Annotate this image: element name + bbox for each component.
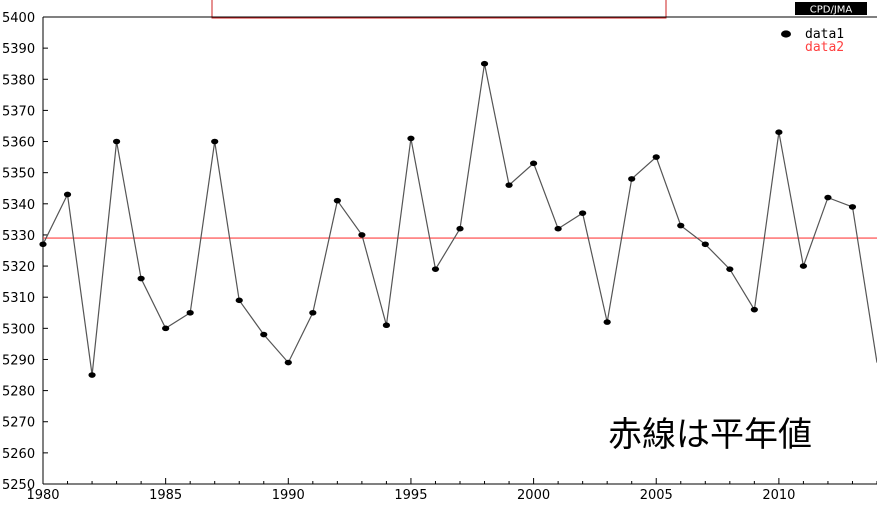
credit-badge — [795, 2, 867, 15]
data-point — [628, 176, 636, 182]
data-point — [554, 225, 562, 232]
data-point — [456, 225, 464, 232]
data-point — [284, 359, 292, 366]
data-point — [824, 194, 832, 201]
data-point — [333, 197, 341, 204]
data-point — [186, 309, 194, 316]
data-point — [603, 319, 611, 325]
data-point — [529, 160, 538, 167]
legend: data1 data2 — [781, 27, 844, 55]
data-point — [112, 138, 121, 145]
y-tick-label: 5350 — [2, 167, 35, 182]
data-point — [799, 263, 808, 269]
y-tick-label: 5260 — [2, 447, 35, 462]
data-point — [407, 135, 415, 142]
data-point — [382, 322, 391, 329]
x-tick-label: 1995 — [394, 488, 427, 503]
credit-label: CPD/JMA — [810, 5, 853, 16]
x-tick-label: 1990 — [272, 488, 305, 503]
data-point — [39, 241, 47, 248]
axis-layer: 5250 5260 5270 5280 5290 5300 5310 5320 5330 5340… — [2, 11, 877, 503]
y-tick-label: 5400 — [2, 11, 35, 26]
y-tick-label: 5290 — [2, 353, 35, 368]
x-tick-label: 1980 — [26, 488, 59, 503]
y-tick-label: 5250 — [2, 478, 35, 493]
y-tick-label: 5280 — [2, 385, 35, 400]
data-point — [848, 204, 857, 210]
data-point — [211, 138, 219, 145]
data-point — [63, 191, 72, 198]
legend-label-data1: data1 — [805, 27, 844, 42]
y-tick-label: 5360 — [2, 136, 35, 151]
data-point — [431, 266, 440, 272]
data-point — [701, 241, 709, 248]
y-tick-label: 5270 — [2, 416, 35, 431]
legend-marker-data1 — [781, 30, 791, 38]
data-point — [750, 306, 758, 313]
data-point — [358, 232, 366, 238]
x-tick-label: 2005 — [640, 488, 673, 503]
data-point — [505, 182, 513, 188]
series-point-layer — [39, 60, 857, 378]
y-tick-label: 5390 — [2, 42, 35, 57]
x-tick-label: 2010 — [762, 488, 795, 503]
data-point — [88, 372, 96, 378]
data-point — [677, 222, 685, 229]
data-point — [652, 154, 660, 160]
data-point — [480, 60, 489, 67]
y-tick-label: 5320 — [2, 260, 35, 275]
data-point — [726, 266, 734, 272]
normal-value-note: 赤線は平年値 — [608, 415, 812, 455]
x-tick-label: 1985 — [149, 488, 182, 503]
y-tick-label: 5300 — [2, 322, 35, 337]
y-tick-label: 5330 — [2, 229, 35, 244]
data-point — [579, 210, 587, 216]
data-point — [235, 297, 243, 304]
y-tick-label: 5370 — [2, 104, 35, 119]
legend-label-data2: data2 — [805, 40, 844, 55]
x-tick-label: 2000 — [517, 488, 550, 503]
y-tick-label: 5340 — [2, 198, 35, 213]
data-point — [775, 129, 783, 135]
data-point — [309, 309, 317, 316]
data-point — [162, 325, 170, 332]
data-point — [137, 275, 145, 282]
data-point — [260, 331, 268, 338]
y-tick-label: 5310 — [2, 291, 35, 306]
y-tick-label: 5380 — [2, 73, 35, 88]
title-box — [211, 0, 667, 19]
